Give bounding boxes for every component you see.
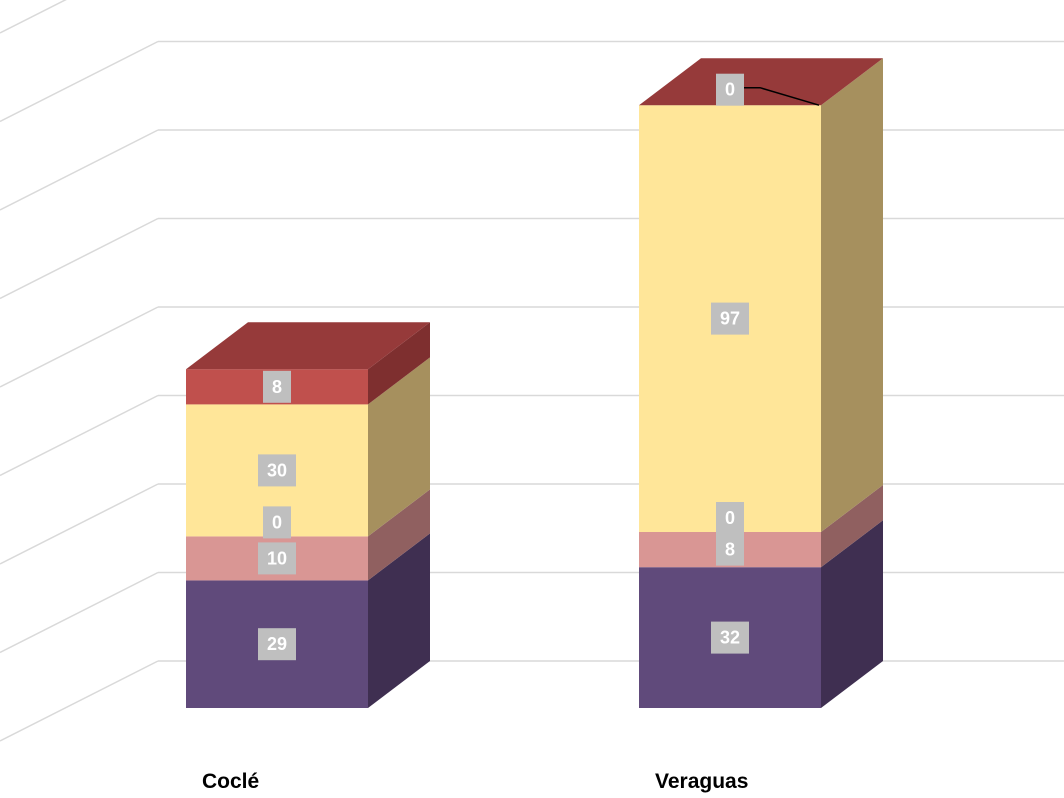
bar-top-Coclé bbox=[186, 322, 430, 370]
gridline-diagonal bbox=[0, 306, 159, 388]
data-label: 29 bbox=[267, 634, 287, 654]
data-label-box bbox=[711, 302, 749, 335]
bar-side-Coclé bbox=[368, 357, 430, 537]
data-label-box bbox=[711, 621, 749, 654]
data-label-box bbox=[263, 370, 291, 403]
bar-side-Veraguas bbox=[821, 520, 883, 708]
data-labels: 29 10 0 30 8 32 8 0 97 0 bbox=[258, 73, 820, 661]
data-label: 32 bbox=[720, 628, 740, 648]
gridlines bbox=[0, 0, 1064, 742]
data-label-box bbox=[258, 542, 296, 575]
gridline-diagonal bbox=[0, 571, 159, 654]
data-label-box bbox=[258, 454, 296, 487]
data-label: 8 bbox=[725, 540, 735, 560]
bar-side-Veraguas bbox=[821, 58, 883, 532]
bar-side-Veraguas bbox=[821, 485, 883, 568]
data-label: 97 bbox=[720, 309, 740, 329]
gridline-diagonal bbox=[0, 40, 159, 123]
data-label-box bbox=[716, 533, 744, 566]
gridline-diagonal bbox=[0, 394, 159, 477]
gridline-diagonal bbox=[0, 483, 159, 565]
data-label-box bbox=[716, 502, 744, 534]
category-label: Veraguas bbox=[655, 770, 748, 793]
leader-line bbox=[744, 86, 820, 106]
data-label-box bbox=[258, 628, 296, 661]
data-label: 0 bbox=[272, 512, 282, 532]
data-label: 0 bbox=[725, 508, 735, 528]
data-label-box bbox=[716, 73, 744, 106]
data-label: 30 bbox=[267, 460, 287, 480]
gridline-diagonal bbox=[0, 660, 159, 742]
category-label: Coclé bbox=[202, 770, 259, 793]
bar-side-Coclé bbox=[368, 322, 430, 405]
category-axis: Coclé Veraguas bbox=[202, 770, 748, 793]
bar-side-Coclé bbox=[368, 533, 430, 708]
data-label: 0 bbox=[725, 80, 735, 100]
bar-side-Coclé bbox=[368, 489, 430, 581]
bar-top-Veraguas bbox=[639, 58, 883, 106]
data-label: 10 bbox=[267, 548, 287, 568]
data-label-box bbox=[263, 506, 291, 539]
gridline-diagonal bbox=[0, 217, 159, 300]
gridline-diagonal bbox=[0, 129, 159, 211]
gridline-diagonal bbox=[0, 0, 67, 34]
data-label: 8 bbox=[272, 377, 282, 397]
